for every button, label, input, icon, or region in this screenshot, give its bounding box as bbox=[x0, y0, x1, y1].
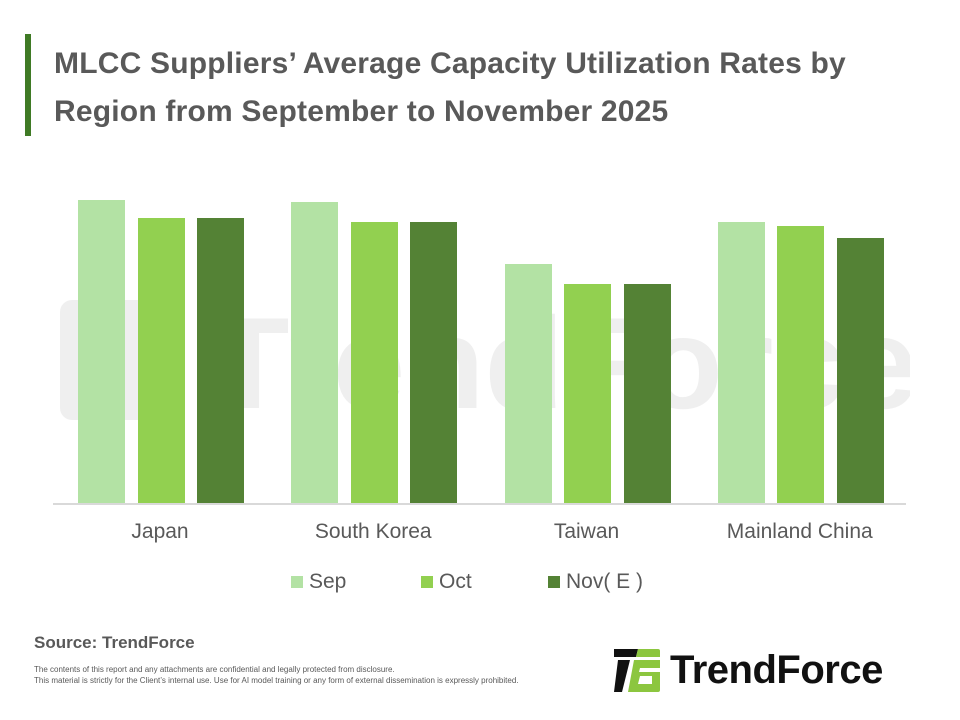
legend-label: Nov( E ) bbox=[566, 570, 644, 593]
legend-item-sep: Sep bbox=[291, 570, 346, 594]
legend-label: Oct bbox=[439, 570, 472, 593]
trendforce-logo-text: TrendForce bbox=[670, 647, 883, 692]
legend-item-oct: Oct bbox=[421, 570, 472, 594]
bar-mainland-china-nove bbox=[836, 238, 884, 504]
source-label: Source: TrendForce bbox=[34, 633, 195, 652]
bar-taiwan-oct bbox=[564, 284, 611, 504]
x-axis-line bbox=[53, 503, 906, 505]
legend-swatch-nov bbox=[548, 576, 560, 588]
bar-south-korea-oct bbox=[350, 222, 398, 504]
disclaimer-line-1: The contents of this report and any atta… bbox=[34, 665, 395, 674]
bar-taiwan-sep bbox=[504, 264, 552, 504]
trendforce-logo-icon bbox=[614, 649, 660, 692]
x-axis-label: Mainland China bbox=[726, 520, 873, 543]
legend-item-nov: Nov( E ) bbox=[548, 570, 643, 594]
chart-title: MLCC Suppliers’ Average Capacity Utiliza… bbox=[54, 47, 846, 128]
chart-legend: Sep Oct Nov( E ) bbox=[0, 570, 960, 600]
legend-swatch-oct bbox=[421, 576, 433, 588]
bar-mainland-china-oct bbox=[777, 226, 825, 504]
bar-japan-oct bbox=[137, 218, 185, 504]
bar-south-korea-sep bbox=[291, 202, 339, 504]
x-axis-label: South Korea bbox=[314, 520, 432, 543]
bar-japan-nove bbox=[197, 218, 244, 504]
bar-south-korea-nove bbox=[410, 222, 458, 504]
disclaimer-line-2: This material is strictly for the Client… bbox=[34, 676, 519, 685]
bar-mainland-china-sep bbox=[717, 222, 765, 504]
trendforce-logo: TrendForce bbox=[612, 646, 883, 694]
x-axis-label: Taiwan bbox=[553, 520, 620, 543]
disclaimer: The contents of this report and any atta… bbox=[34, 664, 519, 686]
title-accent-bar bbox=[25, 34, 31, 136]
x-axis-label: Japan bbox=[131, 520, 189, 543]
bar-japan-sep bbox=[78, 200, 125, 504]
bar-taiwan-nove bbox=[623, 284, 671, 504]
legend-label: Sep bbox=[309, 570, 347, 593]
legend-swatch-sep bbox=[291, 576, 303, 588]
